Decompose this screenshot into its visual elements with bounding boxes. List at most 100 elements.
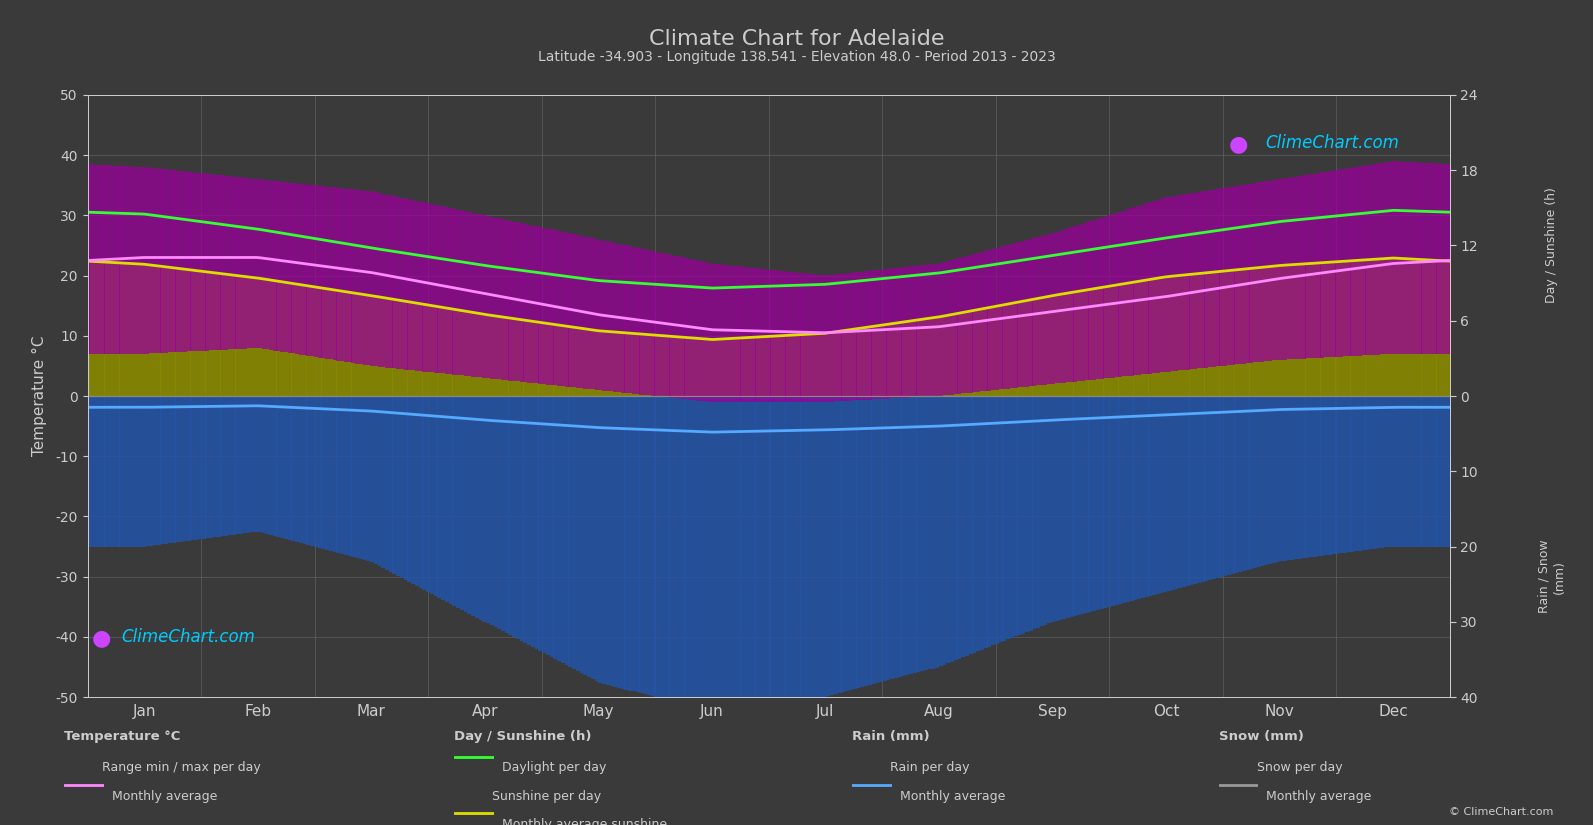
Bar [685,337,688,396]
Bar [272,396,277,536]
Bar [322,396,325,549]
Bar [1298,176,1301,359]
Bar [804,334,808,396]
Bar [1193,274,1198,396]
Bar [1207,396,1212,580]
Bar [691,338,696,396]
Bar [863,271,868,400]
Bar [674,396,677,702]
Bar [134,264,139,396]
Bar [1141,205,1145,375]
Bar [220,176,225,350]
Bar [1249,268,1254,396]
Bar [760,269,763,402]
Bar [558,396,561,661]
Bar [819,275,824,402]
Bar [145,396,150,546]
Bar [186,172,191,351]
Bar [292,284,295,396]
Bar [733,266,738,402]
Bar [655,252,658,396]
Text: Rain / Snow
(mm): Rain / Snow (mm) [1537,540,1566,614]
Bar [744,396,749,708]
Bar [231,275,236,396]
Bar [247,396,250,533]
Bar [378,396,381,566]
Bar [400,396,405,578]
Bar [965,312,969,396]
Bar [680,396,685,705]
Bar [467,396,472,614]
Bar [1403,396,1407,546]
Bar [1152,396,1157,595]
Bar [156,396,161,544]
Bar [774,271,777,402]
Bar [1443,164,1448,354]
Bar [344,292,347,396]
Bar [1324,172,1329,357]
Bar [910,396,913,675]
Bar [1032,396,1037,629]
Bar [722,396,726,710]
Bar [808,274,812,402]
Bar [680,337,685,396]
Bar [558,325,561,396]
Bar [519,320,524,396]
Bar [217,273,220,396]
Bar [1407,162,1410,354]
Bar [191,172,194,351]
Bar [703,262,707,401]
Bar [1415,259,1418,396]
Bar [1418,163,1421,354]
Bar [489,315,494,396]
Bar [599,396,602,682]
Bar [905,322,910,396]
Bar [1219,188,1223,366]
Bar [225,274,228,396]
Bar [663,336,666,396]
Bar [1129,208,1134,375]
Bar [1321,262,1324,396]
Bar [1212,190,1215,367]
Bar [1007,245,1010,389]
Bar [242,396,247,533]
Bar [1118,212,1123,377]
Bar [827,396,830,696]
Bar [153,396,158,545]
Bar [306,396,311,544]
Bar [1365,165,1370,356]
Bar [494,396,497,628]
Bar [782,271,785,402]
Bar [1051,233,1055,384]
Bar [1063,396,1066,619]
Bar [381,298,386,396]
Bar [295,284,299,396]
Bar [427,203,430,372]
Bar [258,278,261,396]
Bar [475,314,479,396]
Bar [303,184,306,356]
Bar [1368,259,1373,396]
Bar [1448,164,1451,354]
Bar [217,175,220,350]
Bar [112,166,116,354]
Bar [1043,297,1048,396]
Bar [1351,261,1354,396]
Bar [1287,177,1290,360]
Bar [561,232,566,386]
Bar [220,274,225,396]
Bar [1121,396,1126,603]
Bar [288,182,292,353]
Bar [808,334,812,396]
Bar [475,214,479,377]
Bar [403,301,408,396]
Bar [1010,244,1013,389]
Bar [524,320,527,396]
Bar [1403,259,1407,396]
Bar [1141,280,1145,396]
Bar [352,189,355,363]
Bar [449,396,452,604]
Bar [175,396,180,542]
Bar [927,396,932,670]
Bar [239,177,244,349]
